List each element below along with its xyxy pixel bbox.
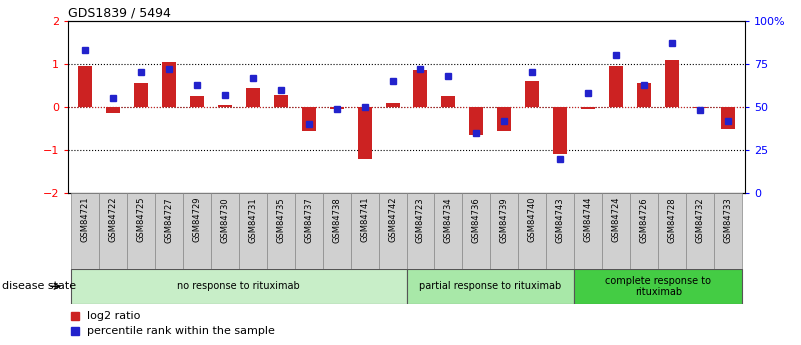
Bar — [610, 66, 623, 107]
Bar — [329, 107, 344, 109]
Bar — [693, 107, 707, 108]
Bar — [246, 88, 260, 107]
Bar — [190, 96, 203, 107]
Text: GSM84733: GSM84733 — [723, 197, 733, 243]
Bar — [686, 193, 714, 269]
Bar — [134, 83, 148, 107]
Bar — [323, 193, 351, 269]
Bar — [518, 193, 546, 269]
Text: GSM84736: GSM84736 — [472, 197, 481, 243]
Text: GSM84727: GSM84727 — [164, 197, 173, 243]
Text: GSM84742: GSM84742 — [388, 197, 397, 243]
Text: GSM84732: GSM84732 — [696, 197, 705, 243]
Text: GSM84734: GSM84734 — [444, 197, 453, 243]
Bar — [211, 193, 239, 269]
Text: GSM84725: GSM84725 — [136, 197, 145, 243]
Text: disease state: disease state — [2, 282, 76, 291]
Bar — [441, 96, 456, 107]
Bar — [434, 193, 462, 269]
Text: GSM84744: GSM84744 — [584, 197, 593, 243]
Bar — [78, 66, 92, 107]
Text: GSM84723: GSM84723 — [416, 197, 425, 243]
Text: GSM84722: GSM84722 — [108, 197, 117, 243]
Bar — [665, 59, 679, 107]
Bar — [295, 193, 323, 269]
Bar — [413, 70, 428, 107]
Text: GSM84740: GSM84740 — [528, 197, 537, 243]
Text: GSM84735: GSM84735 — [276, 197, 285, 243]
Bar — [638, 83, 651, 107]
Text: GSM84739: GSM84739 — [500, 197, 509, 243]
Bar — [379, 193, 406, 269]
Bar — [553, 107, 567, 155]
Bar — [155, 193, 183, 269]
Bar — [99, 193, 127, 269]
Bar — [582, 107, 595, 109]
Bar — [490, 193, 518, 269]
Bar — [218, 105, 231, 107]
Bar — [721, 107, 735, 128]
Text: GDS1839 / 5494: GDS1839 / 5494 — [68, 7, 171, 20]
Bar — [574, 269, 743, 304]
Bar — [357, 107, 372, 159]
Bar — [239, 193, 267, 269]
Bar — [406, 193, 434, 269]
Text: GSM84721: GSM84721 — [80, 197, 90, 243]
Text: GSM84729: GSM84729 — [192, 197, 201, 243]
Text: complete response to
rituximab: complete response to rituximab — [606, 276, 711, 297]
Bar — [70, 269, 406, 304]
Bar — [183, 193, 211, 269]
Text: GSM84728: GSM84728 — [668, 197, 677, 243]
Bar — [497, 107, 511, 131]
Bar — [274, 95, 288, 107]
Bar — [630, 193, 658, 269]
Text: partial response to rituximab: partial response to rituximab — [419, 282, 562, 291]
Text: GSM84743: GSM84743 — [556, 197, 565, 243]
Text: log2 ratio: log2 ratio — [87, 311, 140, 321]
Bar — [658, 193, 686, 269]
Bar — [127, 193, 155, 269]
Text: GSM84730: GSM84730 — [220, 197, 229, 243]
Bar — [714, 193, 743, 269]
Bar — [162, 62, 175, 107]
Bar — [106, 107, 120, 114]
Bar — [70, 193, 99, 269]
Bar — [602, 193, 630, 269]
Text: percentile rank within the sample: percentile rank within the sample — [87, 326, 275, 336]
Bar — [462, 193, 490, 269]
Text: GSM84724: GSM84724 — [612, 197, 621, 243]
Bar — [525, 81, 539, 107]
Bar — [267, 193, 295, 269]
Text: GSM84737: GSM84737 — [304, 197, 313, 243]
Text: no response to rituximab: no response to rituximab — [177, 282, 300, 291]
Bar — [574, 193, 602, 269]
Text: GSM84726: GSM84726 — [640, 197, 649, 243]
Text: GSM84738: GSM84738 — [332, 197, 341, 243]
Bar — [302, 107, 316, 131]
Bar — [351, 193, 379, 269]
Text: GSM84741: GSM84741 — [360, 197, 369, 243]
Bar — [546, 193, 574, 269]
Bar — [469, 107, 484, 135]
Bar — [406, 269, 574, 304]
Bar — [385, 103, 400, 107]
Text: GSM84731: GSM84731 — [248, 197, 257, 243]
